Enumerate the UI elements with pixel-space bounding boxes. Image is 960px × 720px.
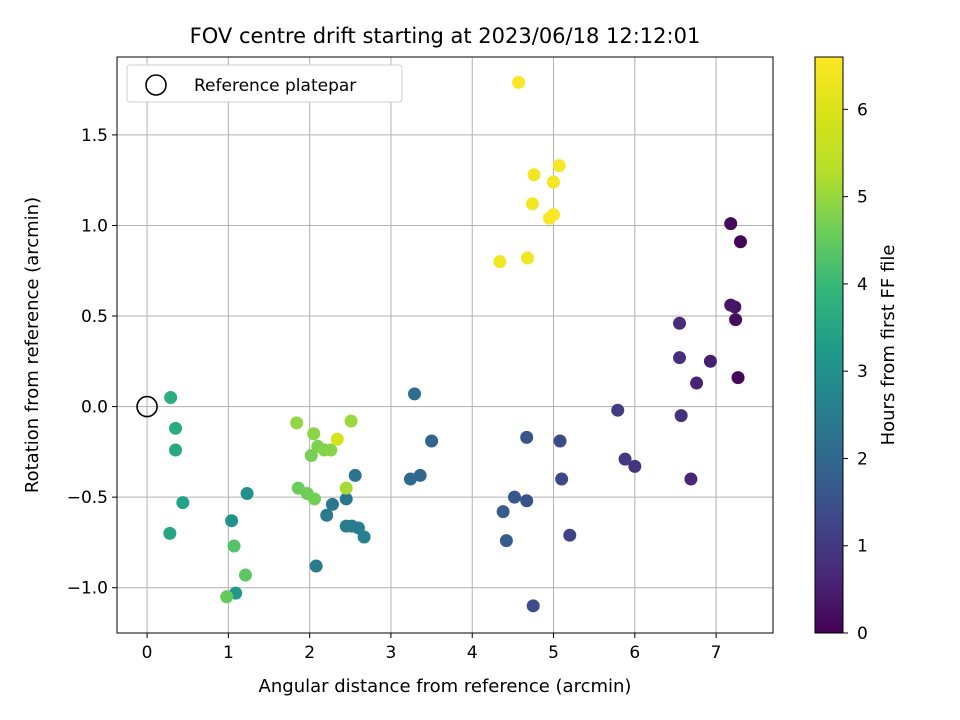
y-tick-label: −1.0 bbox=[67, 579, 108, 599]
data-point bbox=[325, 497, 339, 511]
y-tick-label: 1.5 bbox=[81, 126, 108, 146]
data-point bbox=[520, 494, 534, 508]
x-tick-label: 1 bbox=[223, 643, 234, 663]
y-axis-label: Rotation from reference (arcmin) bbox=[22, 197, 43, 493]
data-point bbox=[729, 313, 743, 327]
data-point bbox=[673, 351, 687, 365]
data-point bbox=[408, 387, 422, 401]
colorbar-label: Hours from first FF file bbox=[878, 245, 899, 446]
legend-label: Reference platepar bbox=[194, 76, 356, 96]
colorbar-tick-label: 6 bbox=[857, 100, 868, 120]
data-point bbox=[344, 414, 358, 428]
chart-title: FOV centre drift starting at 2023/06/18 … bbox=[190, 24, 701, 48]
y-gridlines bbox=[117, 134, 773, 589]
data-point bbox=[520, 430, 534, 444]
x-tick-label: 4 bbox=[467, 643, 478, 663]
colorbar-tick-label: 2 bbox=[857, 449, 868, 469]
data-point bbox=[731, 371, 745, 385]
colorbar-tick-label: 3 bbox=[857, 362, 868, 382]
data-point bbox=[176, 496, 190, 510]
data-point bbox=[164, 391, 178, 405]
data-point bbox=[674, 409, 688, 423]
data-point bbox=[169, 443, 183, 457]
data-point bbox=[493, 255, 507, 269]
data-point bbox=[690, 376, 704, 390]
data-point bbox=[330, 432, 344, 446]
x-tick-label: 2 bbox=[304, 643, 315, 663]
data-point bbox=[673, 316, 687, 330]
data-point bbox=[403, 472, 417, 486]
y-tick-label: 0.5 bbox=[81, 307, 108, 327]
data-point bbox=[724, 298, 738, 312]
data-point bbox=[525, 197, 539, 211]
data-point bbox=[512, 75, 526, 89]
plot-frame bbox=[116, 56, 774, 634]
data-points bbox=[163, 75, 747, 613]
data-point bbox=[703, 354, 717, 368]
data-point bbox=[348, 468, 362, 482]
data-point bbox=[290, 416, 304, 430]
data-point bbox=[527, 168, 541, 182]
data-point bbox=[225, 514, 239, 528]
legend: Reference platepar bbox=[126, 64, 403, 103]
data-point bbox=[308, 492, 322, 506]
data-point bbox=[339, 481, 353, 495]
data-point bbox=[684, 472, 698, 486]
x-tick-label: 7 bbox=[711, 643, 722, 663]
data-point bbox=[733, 235, 747, 249]
x-axis-ticks: 0 1 2 3 4 5 6 7 bbox=[142, 633, 722, 663]
data-point bbox=[499, 534, 513, 548]
data-point bbox=[496, 505, 510, 519]
data-point bbox=[307, 427, 321, 441]
y-tick-label: 1.0 bbox=[81, 216, 108, 236]
data-point bbox=[508, 490, 522, 504]
data-point bbox=[618, 452, 632, 466]
x-tick-label: 6 bbox=[629, 643, 640, 663]
x-axis-label: Angular distance from reference (arcmin) bbox=[259, 676, 632, 697]
x-tick-label: 3 bbox=[386, 643, 397, 663]
data-point bbox=[553, 434, 567, 448]
data-point bbox=[324, 443, 338, 457]
y-tick-label: −0.5 bbox=[67, 488, 108, 508]
data-point bbox=[413, 468, 427, 482]
data-point bbox=[526, 599, 540, 613]
data-point bbox=[552, 159, 566, 173]
colorbar-tick-label: 0 bbox=[857, 624, 868, 644]
reference-platepar-marker bbox=[136, 395, 158, 418]
data-point bbox=[547, 175, 561, 189]
data-point bbox=[628, 459, 642, 473]
data-point bbox=[304, 448, 318, 462]
colorbar-gradient bbox=[814, 56, 844, 634]
data-point bbox=[555, 472, 569, 486]
data-point bbox=[547, 208, 561, 222]
colorbar-ticks: 0 1 2 3 4 5 6 bbox=[843, 100, 868, 644]
x-gridlines bbox=[146, 57, 717, 633]
data-point bbox=[563, 528, 577, 542]
data-point bbox=[425, 434, 439, 448]
x-tick-label: 5 bbox=[548, 643, 559, 663]
data-point bbox=[238, 568, 252, 582]
colorbar-tick-label: 5 bbox=[857, 188, 868, 208]
data-point bbox=[724, 217, 738, 231]
legend-marker-icon bbox=[145, 74, 167, 96]
colorbar-tick-label: 1 bbox=[857, 537, 868, 557]
colorbar: 0 1 2 3 4 5 6 Hours from first FF file bbox=[814, 56, 899, 644]
y-tick-label: 0.0 bbox=[81, 398, 108, 418]
data-point bbox=[227, 539, 241, 553]
data-point bbox=[240, 487, 254, 501]
data-point bbox=[220, 590, 234, 604]
data-point bbox=[320, 508, 334, 522]
data-point bbox=[169, 421, 183, 435]
legend-box bbox=[126, 64, 403, 103]
data-point bbox=[339, 492, 353, 506]
x-tick-label: 0 bbox=[142, 643, 153, 663]
data-point bbox=[611, 403, 625, 417]
data-point bbox=[163, 526, 177, 540]
data-point bbox=[521, 251, 535, 265]
data-point bbox=[357, 530, 371, 544]
colorbar-tick-label: 4 bbox=[857, 275, 868, 295]
y-axis-ticks: −1.0 −0.5 0.0 0.5 1.0 1.5 bbox=[67, 126, 117, 599]
data-point bbox=[309, 559, 323, 573]
